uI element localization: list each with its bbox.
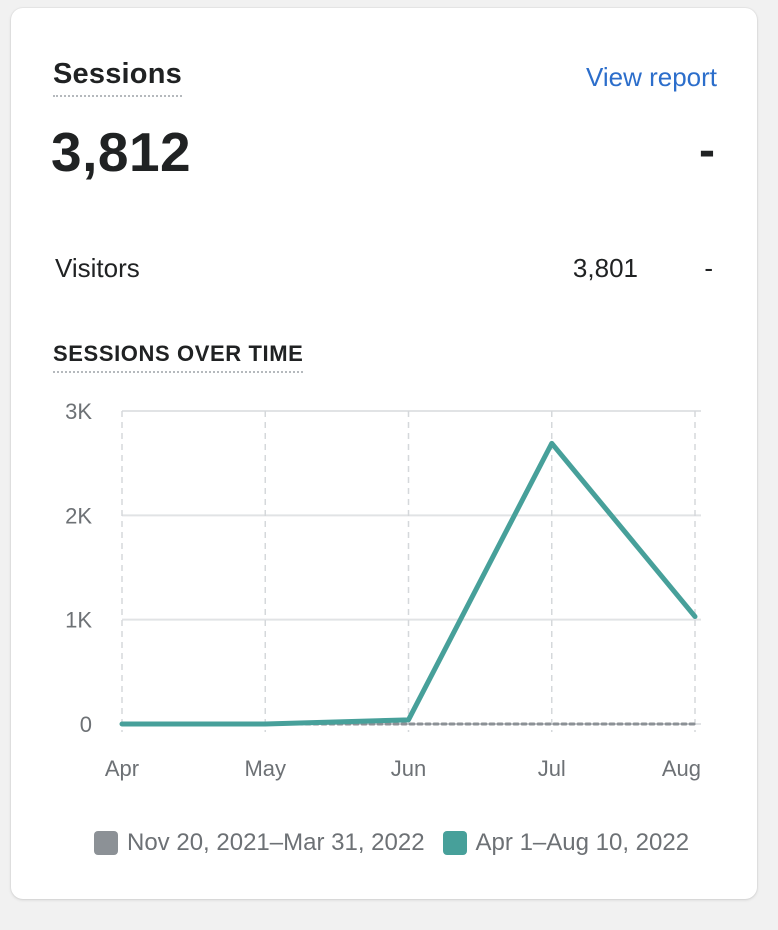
legend-label-current: Apr 1–Aug 10, 2022 [475,829,690,856]
legend-swatch-previous [94,831,118,855]
x-tick-label: Apr [105,756,139,781]
chart-legend: Nov 20, 2021–Mar 31, 2022 Apr 1–Aug 10, … [94,829,707,857]
legend-swatch-current [442,831,467,855]
chart-title[interactable]: SESSIONS OVER TIME [53,341,304,373]
x-axis: Apr May Jun Jul Aug [105,756,701,781]
visitors-delta: - [704,253,713,283]
y-tick-label: 1K [65,608,92,633]
y-tick-label: 0 [80,712,92,737]
visitors-value: 3,801 [572,253,638,283]
sessions-card: Sessions View report 3,812 - Visitors 3,… [11,8,757,899]
chart-grid [121,410,701,732]
x-tick-label: May [244,756,286,781]
visitors-label: Visitors [55,253,140,283]
card-title[interactable]: Sessions [53,58,182,97]
sessions-delta: - [699,124,715,177]
y-tick-label: 3K [65,399,92,424]
y-axis: 0 1K 2K 3K [65,399,92,737]
chart-series [119,440,698,727]
x-tick-label: Aug [662,756,701,781]
legend-item-previous[interactable]: Nov 20, 2021–Mar 31, 2022 [94,829,425,857]
view-report-link[interactable]: View report [585,62,717,92]
x-tick-label: Jun [391,756,426,781]
x-tick-label: Jul [538,756,566,781]
legend-item-current[interactable]: Apr 1–Aug 10, 2022 [442,829,690,857]
sessions-total: 3,812 [51,121,192,183]
legend-label-previous: Nov 20, 2021–Mar 31, 2022 [127,829,425,856]
y-tick-label: 2K [65,503,92,528]
series-line-current[interactable] [119,440,698,727]
